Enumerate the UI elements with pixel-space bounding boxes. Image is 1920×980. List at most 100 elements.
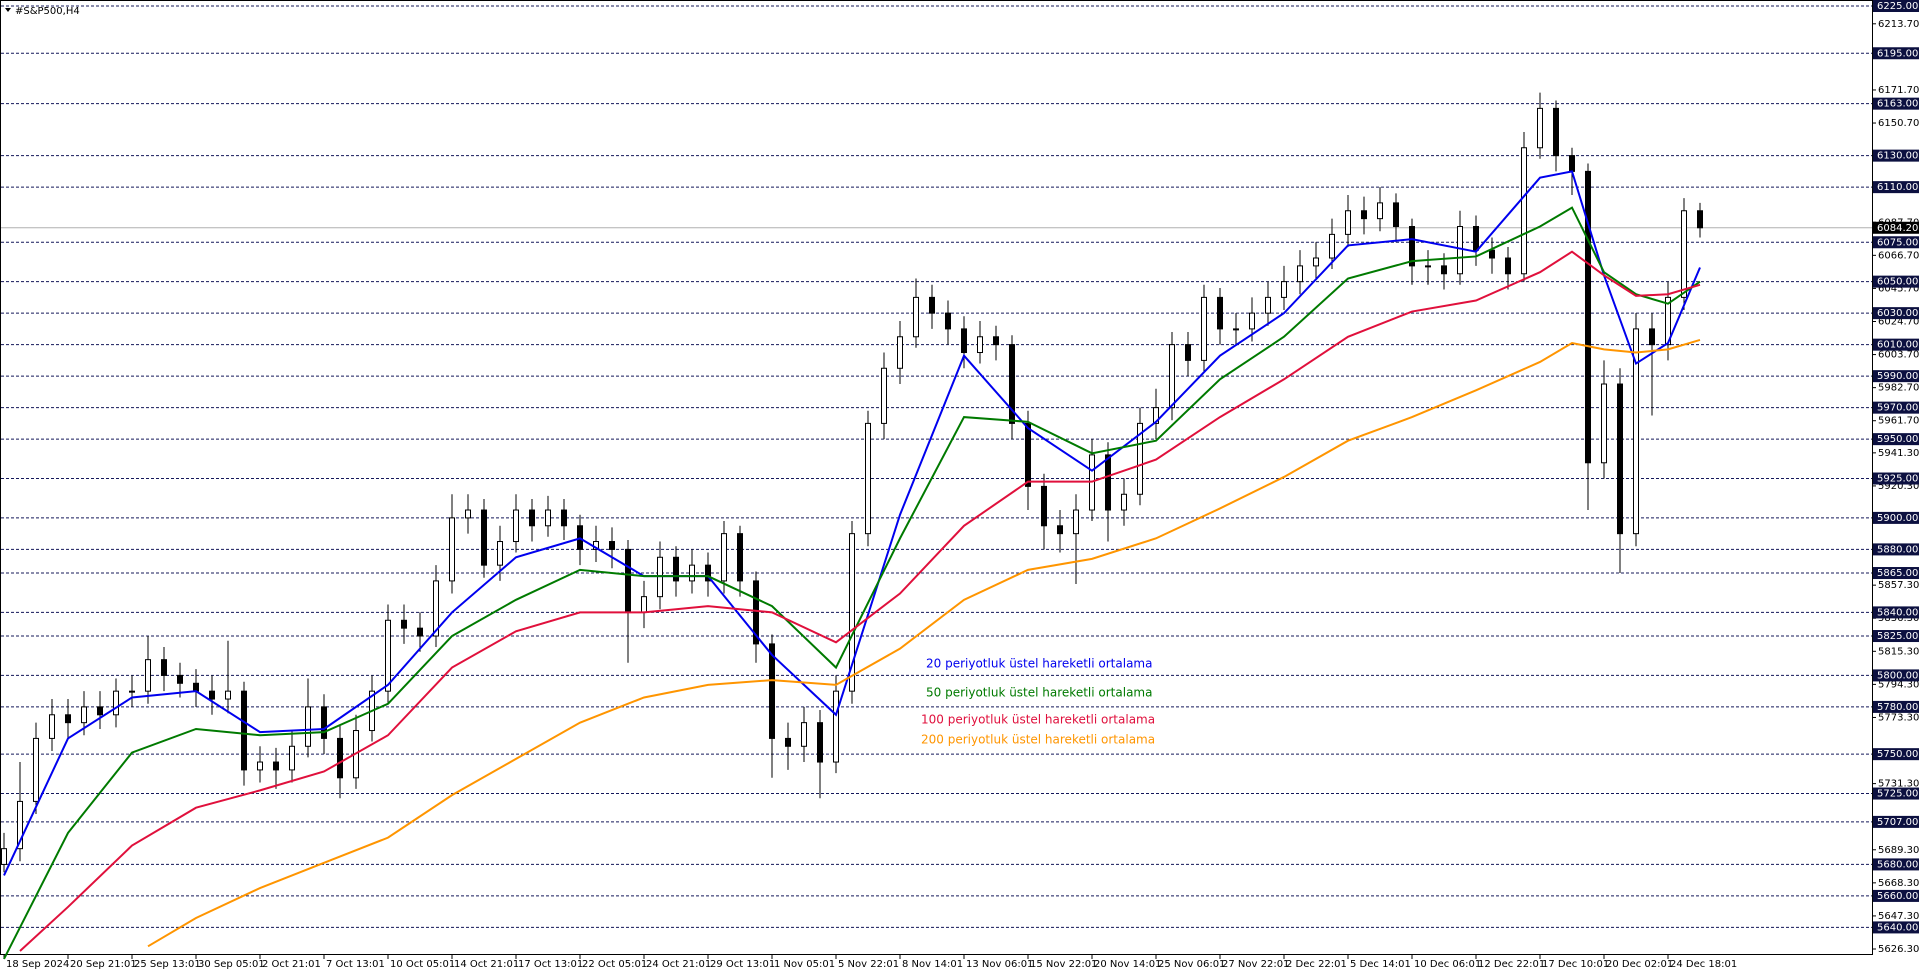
x-tick-label: 8 Nov 14:01 <box>902 959 963 970</box>
y-tick-label: 5982.70 <box>1878 383 1919 394</box>
level-label: 5925.00 <box>1877 474 1918 485</box>
level-label-box <box>1873 433 1919 446</box>
candle-body <box>721 533 727 582</box>
candle-body <box>129 690 135 693</box>
candle-body <box>561 509 567 527</box>
candle-body <box>1265 296 1271 314</box>
candle-body <box>769 643 775 739</box>
candle-body <box>193 682 199 692</box>
level-label-box <box>1873 606 1919 619</box>
level-label: 6225.00 <box>1877 1 1918 12</box>
level-label-box <box>1873 700 1919 713</box>
level-label: 5780.00 <box>1877 702 1918 713</box>
candle-body <box>449 517 455 582</box>
y-tick-label: 5815.30 <box>1878 646 1919 657</box>
y-tick-label: 5626.30 <box>1878 944 1919 955</box>
y-tick-label: 5668.30 <box>1878 878 1919 889</box>
y-tick-label: 5961.70 <box>1878 416 1919 427</box>
x-tick-label: 17 Dec 10:01 <box>1542 959 1609 970</box>
x-tick-label: 10 Dec 06:01 <box>1414 959 1481 970</box>
candle-body <box>161 659 167 676</box>
candle-body <box>1697 210 1703 229</box>
y-tick-label: 6066.70 <box>1878 250 1919 261</box>
y-tick-label: 5857.30 <box>1878 580 1919 591</box>
x-tick-label: 24 Dec 18:01 <box>1670 959 1737 970</box>
level-label: 6195.00 <box>1877 48 1918 59</box>
x-tick-label: 20 Sep 21:01 <box>70 959 137 970</box>
candle-body <box>465 509 471 519</box>
candle-body <box>513 509 519 543</box>
level-label-box <box>1873 149 1919 162</box>
x-tick-label: 2 Oct 21:01 <box>262 959 321 970</box>
candle-body <box>1489 249 1495 259</box>
level-label: 5660.00 <box>1877 891 1918 902</box>
level-label-box <box>1873 97 1919 110</box>
candle-body <box>1377 202 1383 220</box>
candle-body <box>1329 233 1335 259</box>
level-label: 6163.00 <box>1877 99 1918 110</box>
x-tick-label: 29 Oct 13:01 <box>710 959 775 970</box>
candle-body <box>689 564 695 582</box>
x-tick-label: 27 Nov 22:01 <box>1222 959 1289 970</box>
candle-body <box>801 722 807 747</box>
y-tick-label: 5773.30 <box>1878 712 1919 723</box>
candle-body <box>1457 226 1463 275</box>
x-tick-label: 5 Dec 14:01 <box>1350 959 1411 970</box>
candle-body <box>1217 296 1223 330</box>
candle-body <box>385 619 391 692</box>
candle-body <box>49 714 55 739</box>
candle-body <box>1201 296 1207 361</box>
candle-body <box>305 706 311 747</box>
y-tick-label: 5794.30 <box>1878 679 1919 690</box>
level-label: 6050.00 <box>1877 277 1918 288</box>
level-label-box <box>1873 748 1919 761</box>
y-tick-label: 6150.70 <box>1878 118 1919 129</box>
level-label-box <box>1873 921 1919 934</box>
y-tick-label: 5941.30 <box>1878 448 1919 459</box>
candle-body <box>961 328 967 354</box>
x-tick-label: 20 Nov 14:01 <box>1094 959 1161 970</box>
candle-body <box>545 509 551 527</box>
candle-body <box>945 312 951 330</box>
level-label-box <box>1873 472 1919 485</box>
x-tick-label: 2 Dec 22:01 <box>1286 959 1347 970</box>
candle-body <box>1249 312 1255 330</box>
level-label: 6075.00 <box>1877 237 1918 248</box>
candle-body <box>1409 226 1415 267</box>
candle-body <box>273 761 279 771</box>
candle-body <box>1537 107 1543 149</box>
candle-body <box>145 659 151 692</box>
x-tick-label: 15 Nov 22:01 <box>1030 959 1097 970</box>
candle-body <box>1313 257 1319 267</box>
menu-arrow[interactable] <box>5 8 11 12</box>
candle-body <box>1 848 7 865</box>
level-label: 5970.00 <box>1877 403 1918 414</box>
candle-body <box>1025 422 1031 487</box>
candle-body <box>993 336 999 346</box>
candle-body <box>1137 422 1143 495</box>
candle-body <box>737 533 743 582</box>
candle-body <box>1601 383 1607 464</box>
candle-body <box>1345 210 1351 235</box>
candle-body <box>881 367 887 424</box>
candle-body <box>705 564 711 582</box>
candle-body <box>209 690 215 700</box>
candle-body <box>1169 344 1175 409</box>
candle-body <box>1281 281 1287 298</box>
x-tick-label: 18 Sep 2024 <box>6 959 69 970</box>
candle-body <box>753 580 759 645</box>
candle-body <box>65 714 71 724</box>
level-label-box <box>1873 370 1919 383</box>
x-tick-label: 20 Dec 02:01 <box>1606 959 1673 970</box>
candle-body <box>929 296 935 314</box>
current-price-label: 6084.20 <box>1877 223 1918 234</box>
x-tick-label: 25 Nov 06:01 <box>1158 959 1225 970</box>
legend-label: 200 periyotluk üstel hareketli ortalama <box>921 733 1155 747</box>
level-label: 5990.00 <box>1877 371 1918 382</box>
level-label: 5707.00 <box>1877 817 1918 828</box>
candle-body <box>817 722 823 763</box>
candle-body <box>625 548 631 613</box>
candle-body <box>1105 454 1111 511</box>
level-label: 6110.00 <box>1877 182 1918 193</box>
